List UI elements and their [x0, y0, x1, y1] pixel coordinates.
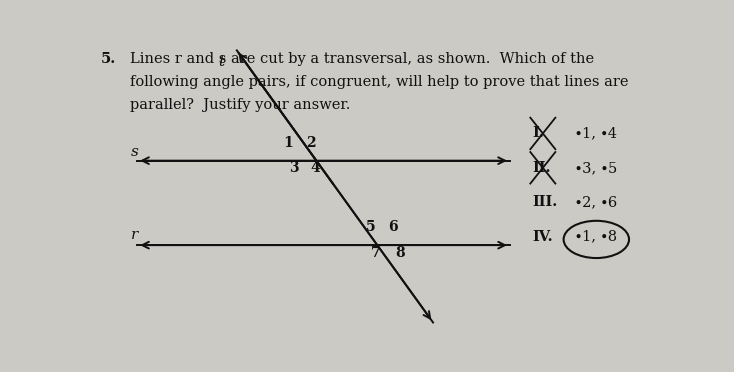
Text: 6: 6: [388, 219, 398, 234]
Text: III.: III.: [533, 195, 558, 209]
Text: ∙1, ∙4: ∙1, ∙4: [575, 126, 617, 141]
Text: 8: 8: [395, 246, 405, 260]
Text: IV.: IV.: [533, 230, 553, 244]
Text: I.: I.: [533, 126, 545, 141]
Text: s: s: [131, 145, 138, 159]
Text: r: r: [131, 228, 138, 242]
Text: ∙2, ∙6: ∙2, ∙6: [575, 195, 617, 209]
Text: following angle pairs, if congruent, will help to prove that lines are: following angle pairs, if congruent, wil…: [131, 75, 629, 89]
Text: 3: 3: [289, 161, 299, 175]
Text: 1: 1: [283, 137, 293, 150]
Text: ∙3, ∙5: ∙3, ∙5: [575, 161, 617, 175]
Text: Lines r and s are cut by a transversal, as shown.  Which of the: Lines r and s are cut by a transversal, …: [131, 52, 595, 66]
Text: 7: 7: [371, 246, 381, 260]
Text: 4: 4: [310, 161, 320, 175]
Text: 5.: 5.: [101, 52, 115, 66]
Text: parallel?  Justify your answer.: parallel? Justify your answer.: [131, 97, 351, 112]
Text: ∙1, ∙8: ∙1, ∙8: [575, 230, 617, 244]
Text: 5: 5: [366, 219, 375, 234]
Text: t: t: [219, 55, 225, 69]
Text: II.: II.: [533, 161, 551, 175]
Text: 2: 2: [306, 137, 316, 150]
